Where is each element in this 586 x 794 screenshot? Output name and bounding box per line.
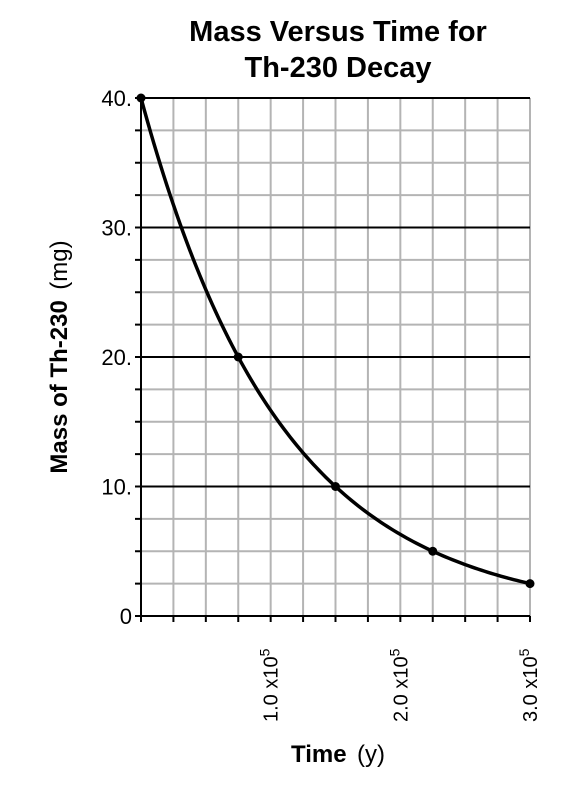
x-tick-label-exponent: 5	[386, 648, 402, 656]
y-tick-label: 20.	[101, 345, 132, 370]
x-tick-label-exponent: 5	[257, 648, 273, 656]
data-point	[525, 579, 535, 589]
y-axis-label-text: Mass of Th-230	[46, 300, 73, 473]
y-tick-label: 0	[120, 604, 132, 629]
chart-title-line-2: Th-230 Decay	[245, 52, 432, 84]
x-tick-label-base: 3.0 x10	[520, 656, 542, 722]
grid-minor	[141, 98, 531, 616]
y-tick-labels: 0 10. 20. 30. 40.	[101, 86, 132, 629]
x-axis-label-text: Time	[291, 741, 347, 768]
data-point	[233, 352, 243, 362]
x-tick-label: 1.0 x105	[257, 648, 283, 722]
x-tick-label: 2.0 x105	[386, 648, 412, 722]
y-tick-label: 30.	[101, 216, 132, 241]
data-point	[331, 482, 340, 491]
x-tick-label-base: 1.0 x10	[261, 656, 283, 722]
y-axis-label: Mass of Th-230 (mg)	[46, 240, 73, 473]
x-tick-label: 3.0 x105	[516, 648, 542, 722]
data-point	[136, 93, 146, 103]
x-tick-label-exponent: 5	[516, 648, 532, 656]
y-tick-label: 10.	[101, 475, 132, 500]
data-point	[428, 546, 438, 556]
y-axis-label-unit: (mg)	[46, 240, 73, 289]
chart-title-line-1: Mass Versus Time for	[189, 16, 487, 48]
x-tick-label-base: 2.0 x10	[390, 656, 412, 722]
data-series	[136, 93, 535, 589]
y-tick-label: 40.	[101, 86, 132, 111]
x-axis-label-unit: (y)	[357, 741, 385, 768]
x-axis-label: Time (y)	[291, 741, 385, 768]
axis-ticks	[135, 97, 531, 622]
